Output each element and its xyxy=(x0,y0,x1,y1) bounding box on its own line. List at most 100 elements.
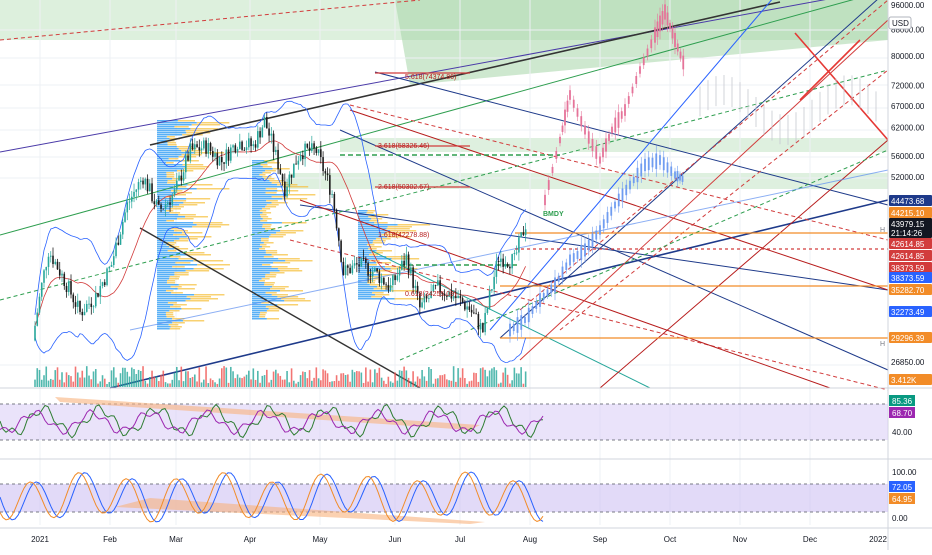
vp-bar xyxy=(280,290,303,292)
volume-bar xyxy=(200,382,203,387)
volume-bar xyxy=(261,375,264,387)
vp-bar xyxy=(157,222,194,224)
candle-body xyxy=(270,133,273,136)
candle-body xyxy=(367,263,369,276)
vp-bar xyxy=(358,218,372,220)
candle-body xyxy=(315,148,318,153)
vp-bar xyxy=(252,280,260,282)
vp-bar xyxy=(270,288,286,290)
vp-bar xyxy=(157,312,166,314)
candle-body xyxy=(74,302,77,307)
vp-bar xyxy=(169,278,179,280)
candle-body xyxy=(47,256,50,268)
price-axis[interactable]: 96000.00 88000.00 80000.00 72000.00 67000.00… xyxy=(891,1,925,367)
vp-bar xyxy=(157,186,174,188)
candle-body xyxy=(380,277,383,283)
vp-bar xyxy=(261,246,271,248)
volume-bar xyxy=(486,376,489,387)
vp-bar xyxy=(157,300,186,302)
volume-bar xyxy=(369,369,372,387)
price-axis-label: 80000.00 xyxy=(891,52,925,61)
vp-bar xyxy=(157,230,175,232)
vp-bar xyxy=(157,218,178,220)
candle-body xyxy=(446,295,448,297)
vp-bar xyxy=(358,288,374,290)
volume-bar xyxy=(315,367,318,387)
time-axis[interactable]: 2021 Feb Mar Apr May Jun Jul Aug Sep Oct Nov Dec 202… xyxy=(31,535,887,544)
vp-bar xyxy=(157,162,167,164)
vp-bar xyxy=(178,148,197,150)
volume-bar xyxy=(351,369,354,387)
vp-bar xyxy=(252,218,263,220)
candle-body xyxy=(241,141,243,150)
vp-bar xyxy=(177,218,194,220)
candle-body xyxy=(432,284,435,292)
vp-bar xyxy=(264,228,276,230)
candle-body xyxy=(164,204,167,209)
volume-bar xyxy=(171,379,174,387)
vp-bar xyxy=(157,228,171,230)
vp-bar xyxy=(261,208,271,210)
candle-body xyxy=(365,258,367,264)
vp-bar xyxy=(252,162,268,164)
projected-candle-pink xyxy=(564,109,566,126)
vp-bar xyxy=(252,178,265,180)
vp-bar xyxy=(157,240,175,242)
candle-body xyxy=(106,268,108,286)
vp-bar xyxy=(171,206,184,208)
volume-bar xyxy=(376,372,378,387)
candle-body xyxy=(257,131,259,148)
price-axis-label: 52000.00 xyxy=(891,173,925,182)
volume-bar xyxy=(385,383,387,387)
candle-body xyxy=(443,293,446,296)
vp-bar xyxy=(358,276,370,278)
candle-body xyxy=(119,234,122,245)
volume-bar xyxy=(67,375,70,387)
candle-body xyxy=(277,149,279,170)
candle-body xyxy=(353,263,356,266)
volume-bar xyxy=(45,366,48,387)
vp-bar xyxy=(371,296,383,298)
projected-candle-blue xyxy=(554,277,556,293)
time-axis-label: Jul xyxy=(455,535,465,544)
rsi-tag: 68.70 xyxy=(889,407,915,418)
vp-bar xyxy=(265,252,278,254)
candle-body xyxy=(473,312,475,314)
currency-badge[interactable]: USD xyxy=(888,16,912,30)
red-rising-2 xyxy=(599,139,889,389)
candle-body xyxy=(520,232,522,238)
vp-bar xyxy=(272,286,289,288)
vp-bar xyxy=(169,246,180,248)
vp-bar xyxy=(157,164,183,166)
projected-candle-pink xyxy=(676,43,679,52)
candle-body xyxy=(184,155,187,173)
projected-candle-pink xyxy=(584,125,586,135)
candle-body xyxy=(421,302,423,308)
vp-bar xyxy=(252,206,266,208)
volume-bar xyxy=(306,378,309,387)
vp-bar xyxy=(391,258,420,260)
vp-bar xyxy=(174,230,188,232)
candle-body xyxy=(137,182,140,190)
vp-bar xyxy=(157,146,177,148)
volume-bar xyxy=(88,375,90,387)
volume-bar xyxy=(360,372,363,387)
volume-bar xyxy=(259,382,261,387)
projected-candle-pink xyxy=(642,57,645,66)
volume-bar xyxy=(290,368,293,387)
candle-body xyxy=(250,138,252,147)
vp-bar xyxy=(252,248,260,250)
volume-bar xyxy=(198,367,201,387)
vp-bar xyxy=(167,180,177,182)
vp-bar xyxy=(264,284,274,286)
vp-bar xyxy=(358,232,386,234)
volume-bar xyxy=(74,366,77,387)
candle-body xyxy=(317,149,320,153)
vp-bar xyxy=(157,254,187,256)
projected-candle-blue xyxy=(610,206,613,216)
vp-bar xyxy=(174,248,189,250)
vp-bar xyxy=(358,262,377,264)
volume-bar xyxy=(90,379,93,387)
candle-body xyxy=(148,183,151,192)
